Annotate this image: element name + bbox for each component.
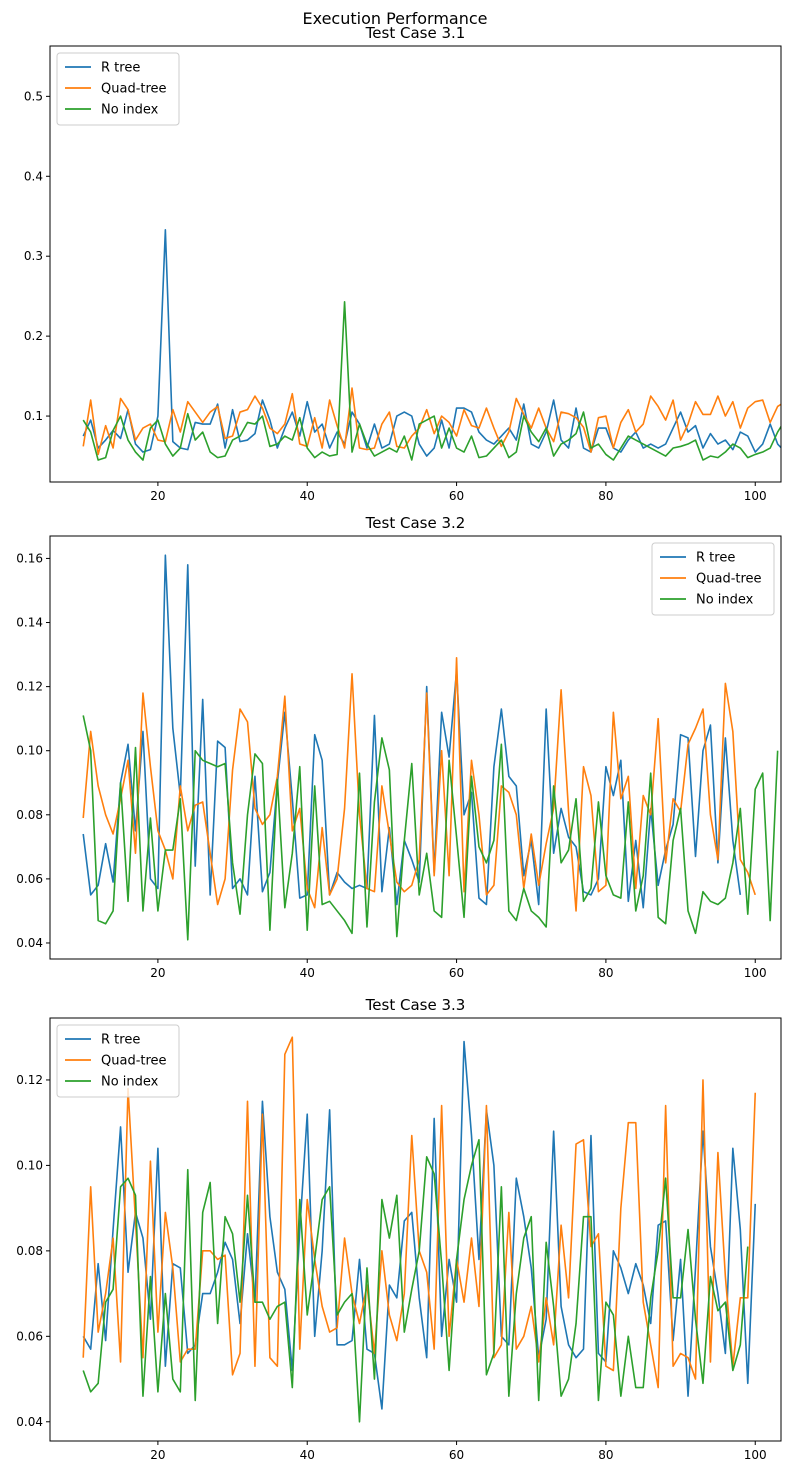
x-tick-label: 40 — [300, 966, 315, 980]
y-tick-label: 0.08 — [16, 1244, 43, 1258]
x-tick-label: 60 — [449, 966, 464, 980]
y-tick-label: 0.12 — [16, 680, 43, 694]
y-tick-label: 0.10 — [16, 1158, 43, 1172]
y-tick-label: 0.12 — [16, 1073, 43, 1087]
x-tick-label: 80 — [598, 489, 613, 503]
y-tick-label: 0.14 — [16, 616, 43, 630]
y-tick-label: 0.3 — [24, 249, 43, 263]
legend-box — [56, 1024, 180, 1098]
legend: R tree Quad-tree No index — [651, 542, 775, 616]
y-tick-label: 0.2 — [24, 329, 43, 343]
plot-frame — [49, 45, 782, 483]
x-tick-label: 80 — [598, 966, 613, 980]
x-tick-label: 100 — [744, 966, 767, 980]
legend-label: No index — [101, 103, 159, 118]
y-tick-label: 0.5 — [24, 89, 43, 103]
chart-3: Test Case 3.3 20 40 60 80 100 0.04 0.06 0.08 0.10… — [16, 996, 782, 1462]
plot-frame — [49, 1017, 782, 1442]
figure-suptitle: Execution Performance — [303, 9, 488, 28]
y-tick-label: 0.16 — [16, 551, 43, 565]
x-tick-label: 40 — [300, 1448, 315, 1462]
legend-label: R tree — [101, 61, 140, 76]
series-line-quad-tree — [82, 387, 781, 456]
legend-label: Quad-tree — [696, 572, 762, 587]
x-tick-label: 80 — [598, 1448, 613, 1462]
legend-label: Quad-tree — [101, 82, 167, 97]
x-tick-label: 40 — [300, 489, 315, 503]
chart-title: Test Case 3.2 — [365, 514, 466, 532]
legend-label: R tree — [696, 551, 735, 566]
charts-container: Test Case 3.1 20 40 60 80 100 0.1 0.2 0.3 0.4 0.5 R… — [16, 24, 782, 1462]
y-tick-label: 0.04 — [16, 1415, 43, 1429]
x-tick-label: 100 — [744, 489, 767, 503]
series-line-r-tree — [82, 554, 742, 909]
x-tick-label: 60 — [449, 489, 464, 503]
y-tick-label: 0.06 — [16, 1329, 43, 1343]
y-tick-label: 0.10 — [16, 744, 43, 758]
series-line-no-index — [82, 1138, 749, 1423]
legend-label: No index — [696, 593, 754, 608]
series-line-no-index — [82, 715, 779, 941]
legend-box — [56, 52, 180, 126]
x-tick-label: 100 — [744, 1448, 767, 1462]
legend: R tree Quad-tree No index — [56, 52, 180, 126]
x-tick-label: 20 — [150, 1448, 165, 1462]
legend-box — [651, 542, 775, 616]
chart-1: Test Case 3.1 20 40 60 80 100 0.1 0.2 0.3 0.4 0.5 R… — [24, 24, 782, 503]
y-tick-label: 0.1 — [24, 409, 43, 423]
x-tick-label: 20 — [150, 489, 165, 503]
chart-title: Test Case 3.1 — [365, 24, 466, 42]
chart-title: Test Case 3.3 — [365, 996, 466, 1014]
y-tick-label: 0.4 — [24, 169, 43, 183]
x-tick-label: 60 — [449, 1448, 464, 1462]
y-tick-label: 0.08 — [16, 808, 43, 822]
x-tick-label: 20 — [150, 966, 165, 980]
legend: R tree Quad-tree No index — [56, 1024, 180, 1098]
plot-frame — [49, 535, 782, 960]
legend-label: Quad-tree — [101, 1054, 167, 1069]
series-line-no-index — [82, 300, 781, 461]
y-tick-label: 0.06 — [16, 872, 43, 886]
legend-label: R tree — [101, 1033, 140, 1048]
legend-label: No index — [101, 1075, 159, 1090]
series-line-r-tree — [82, 229, 781, 457]
chart-2: Test Case 3.2 20 40 60 80 100 0.04 0.06 0.08 0.10… — [16, 514, 782, 980]
y-tick-label: 0.04 — [16, 936, 43, 950]
series-line-quad-tree — [82, 656, 756, 912]
